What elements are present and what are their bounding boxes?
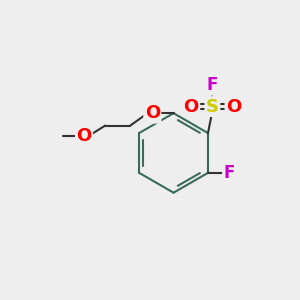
Text: O: O xyxy=(226,98,241,116)
Text: F: F xyxy=(207,76,218,94)
Text: S: S xyxy=(206,98,219,116)
Text: O: O xyxy=(184,98,199,116)
Text: O: O xyxy=(145,104,160,122)
Text: F: F xyxy=(224,164,235,182)
Text: O: O xyxy=(76,127,92,145)
